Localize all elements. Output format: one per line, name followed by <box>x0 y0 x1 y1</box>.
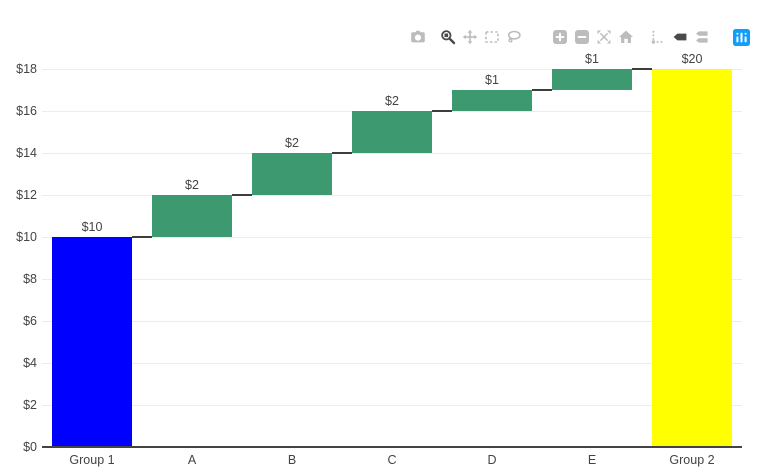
bar-b[interactable] <box>252 153 332 195</box>
modebar-button-toggle-spike-lines[interactable] <box>650 29 666 45</box>
bar-a[interactable] <box>152 195 232 237</box>
zoom-in-icon <box>552 29 568 45</box>
grid-line <box>42 321 742 322</box>
bar-value-label: $2 <box>185 178 199 192</box>
hover-closest-tag-icon <box>672 29 688 45</box>
x-tick-label: D <box>487 453 497 467</box>
modebar-button-pan[interactable] <box>462 29 478 45</box>
bar-d[interactable] <box>452 90 532 111</box>
home-icon <box>618 29 634 45</box>
y-tick-label: $0 <box>23 440 37 454</box>
grid-line <box>42 69 742 70</box>
bar-group-2[interactable] <box>652 69 732 447</box>
x-tick-label: A <box>187 453 197 467</box>
bar-value-label: $1 <box>485 73 499 87</box>
x-axis-line <box>42 446 742 448</box>
x-tick-label: Group 1 <box>69 453 115 467</box>
x-tick-label: Group 2 <box>669 453 715 467</box>
y-tick-label: $16 <box>16 104 37 118</box>
bar-value-label: $10 <box>81 220 103 234</box>
connector-line <box>632 68 652 70</box>
x-tick-label: E <box>587 453 597 467</box>
spikelines-icon <box>650 29 666 45</box>
bar-value-label: $2 <box>385 94 399 108</box>
grid-line <box>42 279 742 280</box>
bar-value-label: $1 <box>585 52 599 66</box>
autoscale-icon <box>596 29 612 45</box>
camera-icon <box>410 29 426 45</box>
modebar-button-box-select[interactable] <box>484 29 500 45</box>
lasso-icon <box>506 29 522 45</box>
connector-line <box>232 194 252 196</box>
x-tick-label: C <box>387 453 397 467</box>
pan-arrows-icon <box>462 29 478 45</box>
y-tick-label: $10 <box>16 230 37 244</box>
magnifier-icon <box>440 29 456 45</box>
modebar-button-lasso-select[interactable] <box>506 29 522 45</box>
box-select-icon <box>484 29 500 45</box>
connector-line <box>132 236 152 238</box>
modebar-button-plotly-logo[interactable] <box>733 28 750 46</box>
modebar-button-zoom[interactable] <box>440 29 456 45</box>
modebar <box>410 28 750 46</box>
y-tick-label: $12 <box>16 188 37 202</box>
grid-line <box>42 153 742 154</box>
bar-c[interactable] <box>352 111 432 153</box>
bar-value-label: $2 <box>285 136 299 150</box>
y-tick-label: $6 <box>23 314 37 328</box>
grid-line <box>42 363 742 364</box>
modebar-button-hover-closest[interactable] <box>672 29 688 45</box>
y-tick-label: $4 <box>23 356 37 370</box>
modebar-button-camera[interactable] <box>410 29 426 45</box>
modebar-button-hover-compare[interactable] <box>694 29 710 45</box>
modebar-button-autoscale[interactable] <box>596 29 612 45</box>
bar-value-label: $20 <box>681 52 703 66</box>
y-tick-label: $18 <box>16 62 37 76</box>
modebar-button-zoom-out[interactable] <box>574 29 590 45</box>
bar-group-1[interactable] <box>52 237 132 447</box>
bar-e[interactable] <box>552 69 632 90</box>
connector-line <box>332 152 352 154</box>
zoom-out-icon <box>574 29 590 45</box>
y-tick-label: $2 <box>23 398 37 412</box>
modebar-button-zoom-in[interactable] <box>552 29 568 45</box>
grid-line <box>42 195 742 196</box>
plotly-logo-icon <box>733 28 750 46</box>
x-tick-label: B <box>287 453 297 467</box>
grid-line <box>42 237 742 238</box>
y-tick-label: $14 <box>16 146 37 160</box>
grid-line <box>42 405 742 406</box>
connector-line <box>432 110 452 112</box>
connector-line <box>532 89 552 91</box>
modebar-button-reset-axes[interactable] <box>618 29 634 45</box>
hover-compare-tags-icon <box>694 29 710 45</box>
y-tick-label: $8 <box>23 272 37 286</box>
